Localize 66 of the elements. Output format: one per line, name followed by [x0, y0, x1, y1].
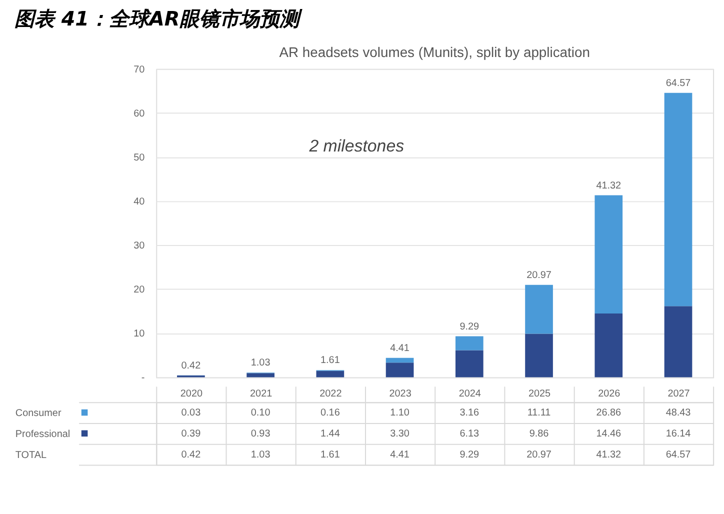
bar	[386, 362, 414, 378]
text: 41.32	[596, 449, 622, 460]
data-label: 0.93	[250, 428, 271, 440]
bar	[386, 358, 414, 363]
x-tick-label: 2024	[458, 388, 482, 400]
x-tick-label: 2020	[180, 388, 203, 400]
total-label: 1.03	[250, 358, 271, 369]
bar	[525, 334, 553, 378]
data-label: 16.14	[666, 428, 692, 440]
data-label: 3.30	[390, 428, 410, 440]
text: 1.61	[320, 449, 340, 460]
data-label: 0.10	[250, 408, 271, 419]
y-tick-label: 20	[134, 284, 146, 296]
text: 1.03	[250, 449, 270, 460]
total-label: 9.29	[460, 321, 480, 332]
y-tick-label: -	[141, 372, 145, 384]
x-tick-label: 2026	[598, 388, 621, 400]
bar	[594, 314, 623, 378]
y-tick-label: 50	[134, 152, 146, 164]
text: 0.42	[181, 449, 201, 460]
x-tick-label: 2021	[250, 388, 273, 400]
chart-subtitle: AR headsets volumes (Munits), split by application	[279, 44, 590, 60]
legend-label: Professional	[15, 428, 70, 440]
text: 64.57	[666, 449, 691, 460]
y-tick-label: 70	[134, 64, 146, 76]
total-label: 1.61	[320, 355, 340, 366]
chart-title: 图表 41：全球AR眼镜市场预测	[14, 8, 303, 31]
bar	[455, 336, 484, 350]
total-label: 4.41	[390, 342, 410, 354]
bar	[594, 195, 623, 314]
data-label: 3.16	[460, 408, 480, 419]
data-label: 26.86	[596, 408, 622, 419]
data-label: 1.10	[390, 408, 410, 419]
total-label: 0.42	[181, 360, 202, 372]
data-label: 48.43	[666, 408, 692, 419]
bar	[525, 284, 553, 334]
data-label: 1.44	[320, 428, 340, 440]
data-label: 0.16	[320, 408, 340, 419]
text: 4.41	[390, 449, 410, 460]
data-label: 9.86	[529, 428, 550, 440]
text: TOTAL	[15, 450, 47, 461]
total-label: 41.32	[596, 180, 622, 192]
legend-label: Consumer	[15, 408, 62, 420]
x-tick-label: 2022	[320, 388, 342, 400]
text: 20.97	[526, 449, 552, 460]
bar	[664, 306, 692, 378]
y-tick-label: 60	[134, 108, 146, 120]
data-label: 6.13	[460, 428, 480, 440]
y-tick-label: 30	[134, 240, 146, 252]
bar	[316, 370, 344, 378]
x-tick-label: 2027	[668, 388, 690, 400]
bar	[246, 373, 274, 378]
total-label: 20.97	[526, 270, 552, 281]
data-label: 0.39	[181, 428, 202, 440]
y-tick-label: 10	[134, 328, 146, 340]
data-label: 14.46	[596, 428, 622, 440]
annotation: 2 milestones	[308, 136, 405, 156]
text: 9.29	[460, 449, 480, 460]
x-tick-label: 2023	[389, 388, 412, 400]
total-label: 64.57	[666, 78, 692, 89]
y-tick-label: 40	[134, 196, 146, 208]
x-tick-label: 2025	[528, 388, 552, 400]
bar	[455, 350, 484, 378]
data-label: 0.03	[181, 408, 202, 419]
data-label: 11.11	[527, 408, 552, 419]
bar	[664, 92, 692, 306]
